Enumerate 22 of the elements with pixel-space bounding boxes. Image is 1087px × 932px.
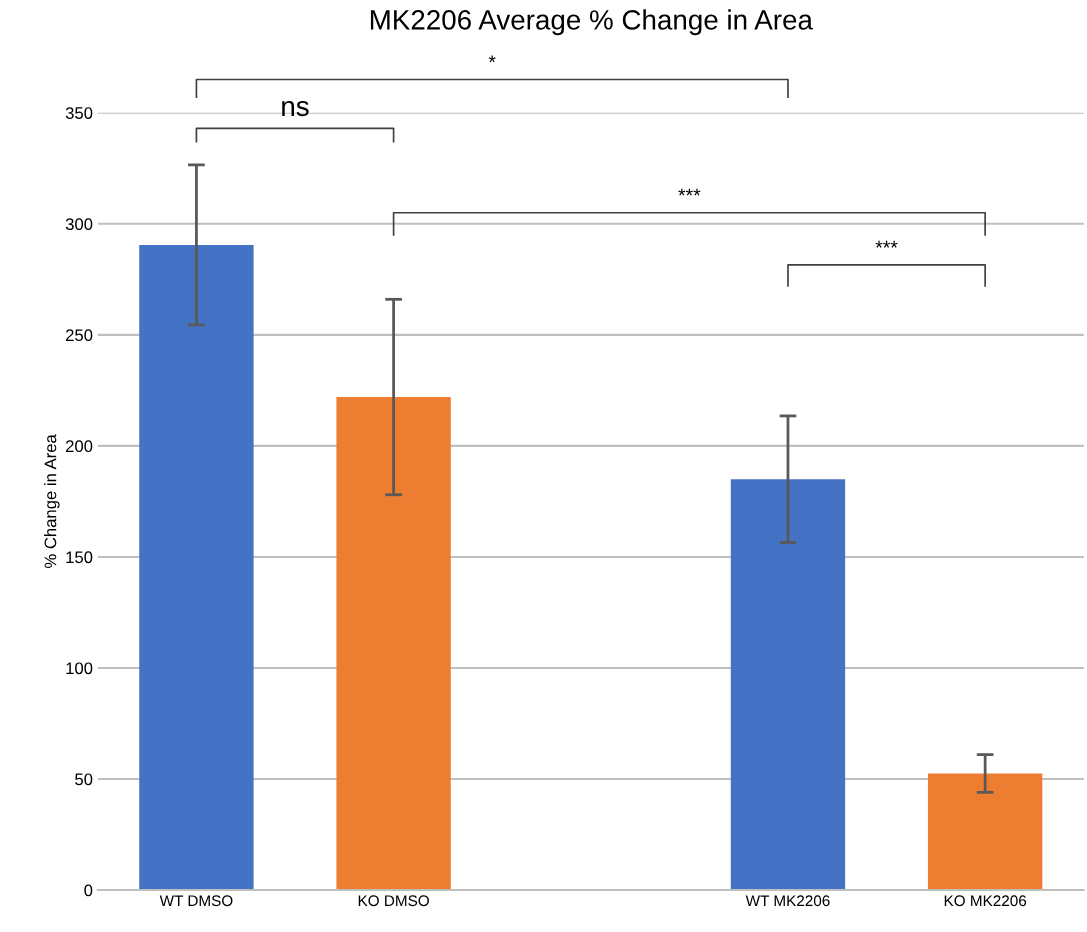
x-tick-label: KO DMSO: [358, 895, 429, 907]
y-tick-label: 300: [65, 218, 93, 231]
text: *: [488, 55, 496, 63]
x-tick-label: WT DMSO: [159, 895, 233, 907]
y-tick-label: 50: [75, 773, 93, 786]
bar: [336, 397, 451, 891]
x-tick-label: WT MK2206: [745, 895, 830, 907]
y-tick-label: 200: [66, 440, 93, 453]
y-tick-label: 250: [66, 329, 93, 342]
chart-title: MK2206 Average % Change in Area: [370, 9, 813, 36]
annotation: ***: [678, 188, 701, 196]
y-tick-label: 100: [66, 662, 93, 675]
annotation: ns: [282, 100, 309, 117]
x-tick-label: KO MK2206: [944, 895, 1027, 907]
y-axis-title: % Change in Area: [44, 434, 60, 568]
bar: [730, 479, 846, 891]
bar: [927, 773, 1043, 891]
bar: [139, 244, 254, 891]
y-tick-label: 350: [65, 107, 93, 119]
annotation: ***: [875, 240, 898, 248]
y-tick-label: 0: [84, 884, 93, 897]
y-tick-label: 150: [66, 551, 93, 564]
